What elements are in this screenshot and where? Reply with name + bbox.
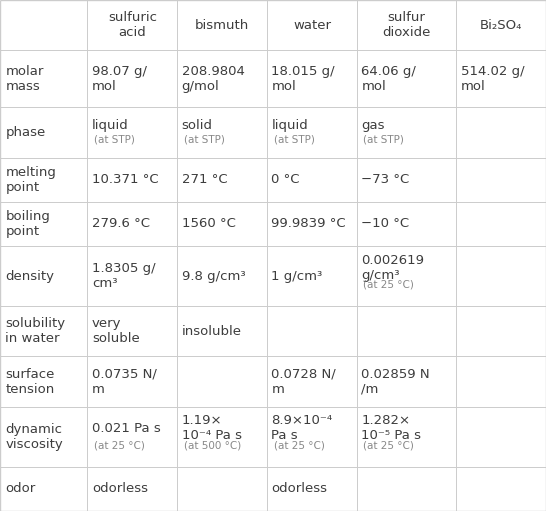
Text: −10 °C: −10 °C [361,217,410,230]
Text: liquid: liquid [92,119,128,132]
Text: −73 °C: −73 °C [361,173,410,186]
Text: surface
tension: surface tension [5,367,55,396]
Text: molar
mass: molar mass [5,65,44,93]
Text: 18.015 g/
mol: 18.015 g/ mol [271,65,335,93]
Text: 64.06 g/
mol: 64.06 g/ mol [361,65,416,93]
Text: (at STP): (at STP) [364,134,405,145]
Text: 279.6 °C: 279.6 °C [92,217,150,230]
Text: 271 °C: 271 °C [182,173,227,186]
Text: liquid: liquid [271,119,308,132]
Text: solubility
in water: solubility in water [5,317,66,345]
Text: 0.02859 N
/m: 0.02859 N /m [361,367,430,396]
Text: odorless: odorless [271,482,328,496]
Text: water: water [293,18,331,32]
Text: bismuth: bismuth [195,18,250,32]
Text: 0.0735 N/
m: 0.0735 N/ m [92,367,157,396]
Text: 99.9839 °C: 99.9839 °C [271,217,346,230]
Text: (at STP): (at STP) [274,134,314,145]
Text: (at 500 °C): (at 500 °C) [184,440,241,450]
Text: solid: solid [182,119,212,132]
Text: odor: odor [5,482,35,496]
Text: (at 25 °C): (at 25 °C) [94,440,145,450]
Text: 1.19×
10⁻⁴ Pa s: 1.19× 10⁻⁴ Pa s [182,414,242,443]
Text: 0 °C: 0 °C [271,173,300,186]
Text: 1.282×
10⁻⁵ Pa s: 1.282× 10⁻⁵ Pa s [361,414,422,443]
Text: 514.02 g/
mol: 514.02 g/ mol [460,65,524,93]
Text: 1560 °C: 1560 °C [182,217,235,230]
Text: (at STP): (at STP) [94,134,135,145]
Text: 0.002619
g/cm³: 0.002619 g/cm³ [361,253,424,282]
Text: (at STP): (at STP) [184,134,225,145]
Text: 0.0728 N/
m: 0.0728 N/ m [271,367,336,396]
Text: (at 25 °C): (at 25 °C) [274,440,324,450]
Text: 98.07 g/
mol: 98.07 g/ mol [92,65,147,93]
Text: melting
point: melting point [5,166,56,194]
Text: boiling
point: boiling point [5,210,50,238]
Text: gas: gas [361,119,385,132]
Text: very
soluble: very soluble [92,317,140,345]
Text: 1.8305 g/
cm³: 1.8305 g/ cm³ [92,262,156,290]
Text: Bi₂SO₄: Bi₂SO₄ [480,18,523,32]
Text: sulfur
dioxide: sulfur dioxide [382,11,431,39]
Text: 0.021 Pa s: 0.021 Pa s [92,422,161,435]
Text: 10.371 °C: 10.371 °C [92,173,158,186]
Text: odorless: odorless [92,482,148,496]
Text: density: density [5,269,55,283]
Text: sulfuric
acid: sulfuric acid [108,11,157,39]
Text: (at 25 °C): (at 25 °C) [364,280,414,289]
Text: 1 g/cm³: 1 g/cm³ [271,269,323,283]
Text: 9.8 g/cm³: 9.8 g/cm³ [182,269,245,283]
Text: 208.9804
g/mol: 208.9804 g/mol [182,65,245,93]
Text: phase: phase [5,126,46,139]
Text: dynamic
viscosity: dynamic viscosity [5,423,63,451]
Text: 8.9×10⁻⁴
Pa s: 8.9×10⁻⁴ Pa s [271,414,333,443]
Text: insoluble: insoluble [182,325,242,338]
Text: (at 25 °C): (at 25 °C) [364,440,414,450]
